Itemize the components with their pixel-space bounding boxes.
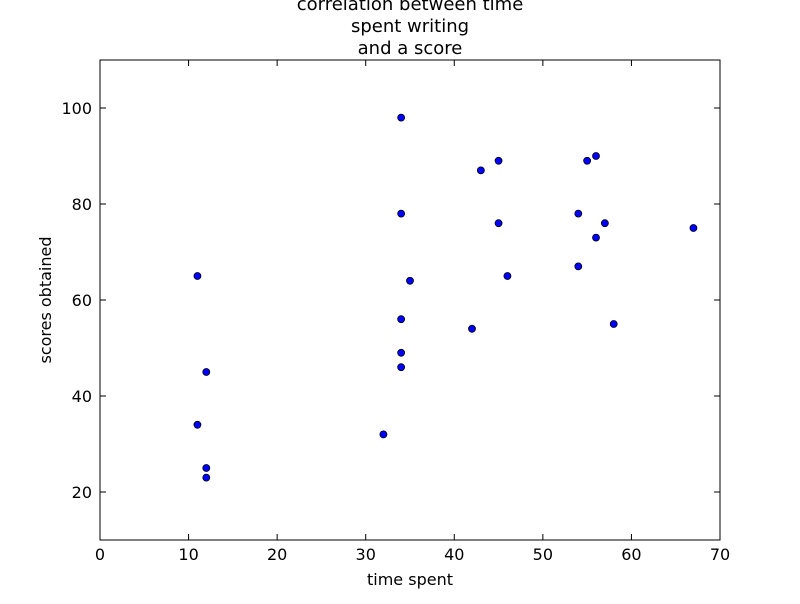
chart-title-line: spent writing [351, 16, 469, 37]
x-tick-label: 70 [710, 545, 730, 564]
scatter-point [574, 209, 583, 218]
scatter-point [609, 320, 618, 328]
scatter-point [202, 368, 211, 376]
y-tick-label: 40 [72, 387, 92, 406]
scatter-point [193, 420, 202, 429]
scatter-point [397, 315, 406, 324]
scatter-point [476, 166, 485, 175]
scatter-point [592, 152, 600, 160]
x-tick-label: 50 [533, 545, 553, 564]
x-tick-label: 60 [621, 545, 641, 564]
scatter-point [503, 272, 512, 280]
x-axis-label: time spent [367, 570, 453, 589]
scatter-point [689, 224, 698, 232]
scatter-point [379, 430, 388, 439]
x-tick-label: 30 [356, 545, 376, 564]
y-tick-label: 100 [61, 99, 92, 118]
y-tick-label: 80 [72, 195, 92, 214]
scatter-point [583, 156, 592, 165]
y-tick-label: 60 [72, 291, 92, 310]
data-points [193, 113, 698, 482]
y-axis-ticks: 20 40 60 80 100 [61, 99, 720, 502]
scatter-point [202, 473, 211, 482]
scatter-point [494, 219, 503, 228]
scatter-point [202, 464, 211, 472]
x-axis-ticks: 0 10 20 30 40 50 60 70 [95, 60, 730, 564]
scatter-point [494, 156, 503, 165]
scatter-point [397, 348, 406, 357]
scatter-point [397, 113, 406, 122]
scatter-point [397, 363, 406, 372]
x-tick-label: 20 [267, 545, 287, 564]
chart-title-line: correlation between time [297, 0, 524, 15]
scatter-point [468, 324, 476, 333]
scatter-point [592, 233, 600, 242]
x-tick-label: 10 [178, 545, 198, 564]
scatter-point [574, 262, 583, 271]
y-tick-label: 20 [72, 483, 92, 502]
x-tick-label: 40 [444, 545, 464, 564]
scatter-point [406, 276, 414, 285]
scatter-point [193, 272, 202, 280]
chart-title-line: and a score [358, 38, 463, 59]
scatter-point [600, 219, 609, 228]
x-tick-label: 0 [95, 545, 105, 564]
plot-area [99, 59, 721, 541]
y-axis-label: scores obtained [36, 236, 55, 363]
scatter-point [397, 209, 406, 218]
